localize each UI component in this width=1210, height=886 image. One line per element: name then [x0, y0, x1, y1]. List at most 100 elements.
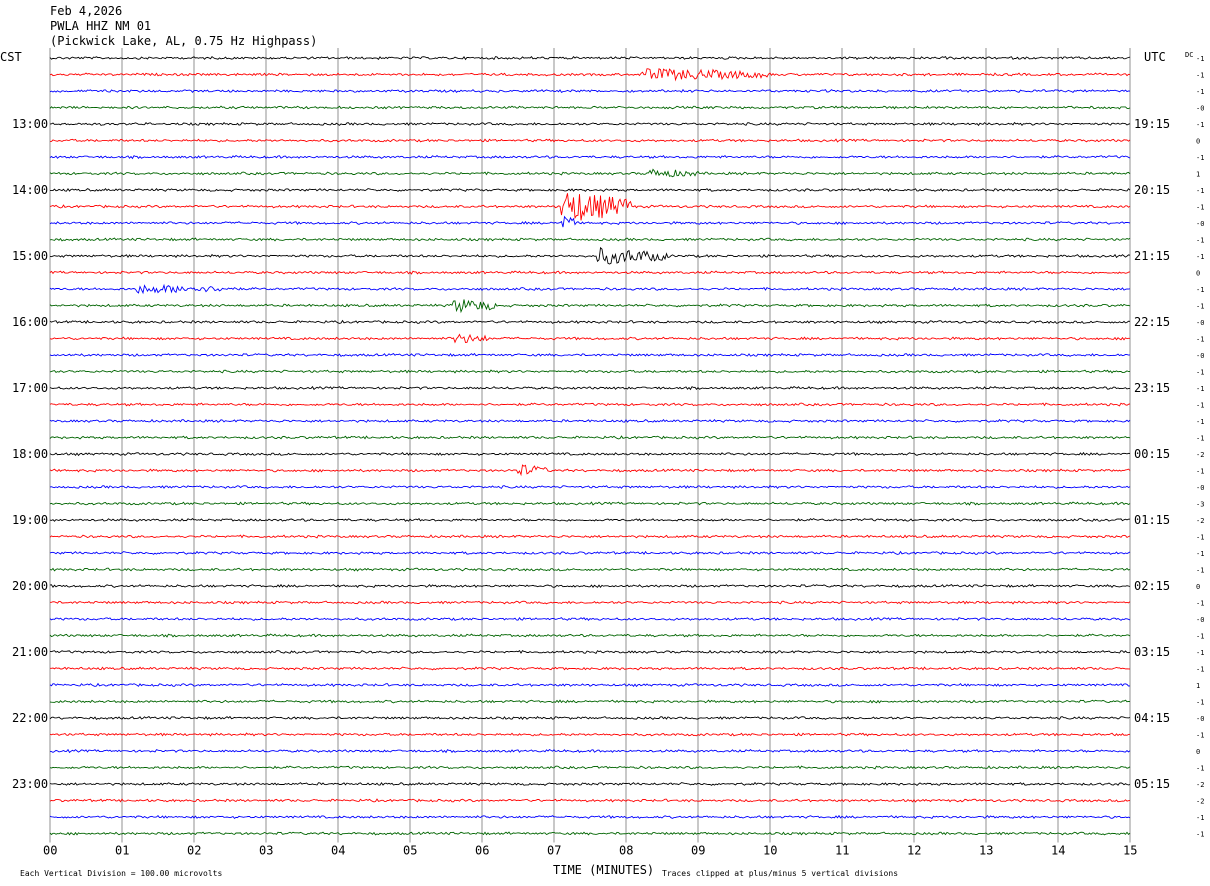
dc-offset-label: -1 [1196, 369, 1204, 377]
trace-line-36 [49, 649, 1131, 655]
dc-offset-label: -0 [1196, 616, 1204, 624]
trace-line-18 [49, 352, 1131, 358]
dc-offset-label: -1 [1196, 633, 1204, 641]
trace-line-32 [49, 583, 1131, 589]
trace-line-27 [49, 501, 1131, 506]
scale-note: Each Vertical Division = 100.00 microvol… [20, 869, 222, 878]
left-time-label: 21:00 [12, 645, 48, 659]
dc-offset-label: -0 [1196, 715, 1204, 723]
dc-offset-label: -1 [1196, 187, 1204, 195]
trace-line-35 [49, 633, 1131, 638]
date-label: Feb 4,2026 [50, 4, 123, 18]
dc-offset-label: -1 [1196, 55, 1204, 63]
dc-offset-label: -1 [1196, 435, 1204, 443]
trace-line-21 [49, 402, 1131, 407]
dc-offset-label: -1 [1196, 699, 1204, 707]
left-time-label: 18:00 [12, 447, 48, 461]
trace-line-19 [49, 369, 1131, 374]
dc-offset-label: -1 [1196, 550, 1204, 558]
x-tick-label: 09 [691, 844, 705, 858]
dc-offset-label: 1 [1196, 682, 1200, 690]
x-axis-title: TIME (MINUTES) [553, 863, 654, 877]
trace-line-26 [49, 484, 1131, 490]
dc-offset-label: -1 [1196, 649, 1204, 657]
trace-line-24 [49, 451, 1131, 457]
right-time-label: 01:15 [1134, 513, 1170, 527]
right-time-label: 23:15 [1134, 381, 1170, 395]
dc-offset-label: -2 [1196, 781, 1204, 789]
dc-offset-label: -0 [1196, 319, 1204, 327]
right-time-label: 20:15 [1134, 183, 1170, 197]
x-tick-label: 02 [187, 844, 201, 858]
vertical-gridlines [49, 48, 1131, 843]
x-tick-label: 15 [1123, 844, 1137, 858]
left-time-label: 22:00 [12, 711, 48, 725]
left-timezone-label: CST [0, 50, 22, 64]
x-tick-label: 14 [1051, 844, 1065, 858]
dc-offset-label: -1 [1196, 732, 1204, 740]
trace-line-42 [49, 748, 1131, 754]
trace-line-11 [49, 237, 1131, 242]
trace-line-37 [50, 666, 1131, 671]
station-label: PWLA HHZ NM 01 [50, 19, 152, 33]
trace-line-16 [49, 319, 1131, 325]
trace-line-33 [50, 600, 1131, 605]
dc-offset-label: -1 [1196, 468, 1204, 476]
trace-line-44 [49, 781, 1131, 786]
dc-offset-label: -1 [1196, 72, 1204, 80]
trace-line-23 [49, 435, 1131, 440]
dc-offset-label: -2 [1196, 451, 1204, 459]
dc-offset-label: -1 [1196, 88, 1204, 96]
axis-labels: 00 01 02 03 04 05 06 07 08 09 10 11 12 13 14 15-1-1-1-0… [12, 55, 1204, 858]
dc-offset-label: -1 [1196, 418, 1204, 426]
trace-line-6 [49, 154, 1131, 160]
dc-offset-label: -1 [1196, 402, 1204, 410]
dc-offset-label: -1 [1196, 336, 1204, 344]
dc-header-label: DC [1185, 51, 1193, 59]
trace-line-46 [49, 814, 1131, 820]
x-tick-label: 05 [403, 844, 417, 858]
dc-offset-label: 0 [1196, 270, 1200, 278]
dc-offset-label: -2 [1196, 517, 1204, 525]
right-time-label: 02:15 [1134, 579, 1170, 593]
right-time-label: 19:15 [1134, 117, 1170, 131]
right-time-label: 03:15 [1134, 645, 1170, 659]
trace-line-10 [49, 215, 1131, 228]
trace-line-17 [49, 333, 1130, 344]
dc-offset-label: -3 [1196, 501, 1204, 509]
dc-offset-label: -1 [1196, 600, 1204, 608]
left-time-label: 15:00 [12, 249, 48, 263]
dc-offset-label: 0 [1196, 583, 1200, 591]
left-time-label: 19:00 [12, 513, 48, 527]
trace-line-39 [49, 699, 1131, 704]
trace-line-47 [49, 831, 1131, 836]
trace-line-2 [49, 88, 1131, 93]
trace-line-41 [49, 732, 1131, 737]
left-time-label: 17:00 [12, 381, 48, 395]
right-time-label: 22:15 [1134, 315, 1170, 329]
trace-line-14 [49, 283, 1131, 295]
trace-line-22 [49, 418, 1131, 423]
trace-line-25 [49, 464, 1131, 477]
dc-offset-label: -1 [1196, 814, 1204, 822]
trace-line-38 [49, 682, 1131, 688]
dc-offset-label: -1 [1196, 385, 1204, 393]
left-time-label: 23:00 [12, 777, 48, 791]
x-tick-label: 08 [619, 844, 633, 858]
trace-line-5 [49, 138, 1131, 143]
trace-line-40 [49, 715, 1131, 721]
location-label: (Pickwick Lake, AL, 0.75 Hz Highpass) [50, 34, 318, 48]
trace-line-8 [49, 187, 1131, 193]
left-time-label: 20:00 [12, 579, 48, 593]
dc-offset-label: -1 [1196, 567, 1204, 575]
left-time-label: 13:00 [12, 117, 48, 131]
x-tick-label: 00 [43, 844, 57, 858]
dc-offset-label: -1 [1196, 253, 1204, 261]
trace-line-28 [49, 517, 1131, 522]
dc-offset-label: -1 [1196, 831, 1204, 839]
dc-offset-label: -2 [1196, 798, 1204, 806]
dc-offset-label: 0 [1196, 138, 1200, 146]
trace-line-3 [49, 105, 1131, 110]
trace-line-4 [49, 121, 1131, 127]
